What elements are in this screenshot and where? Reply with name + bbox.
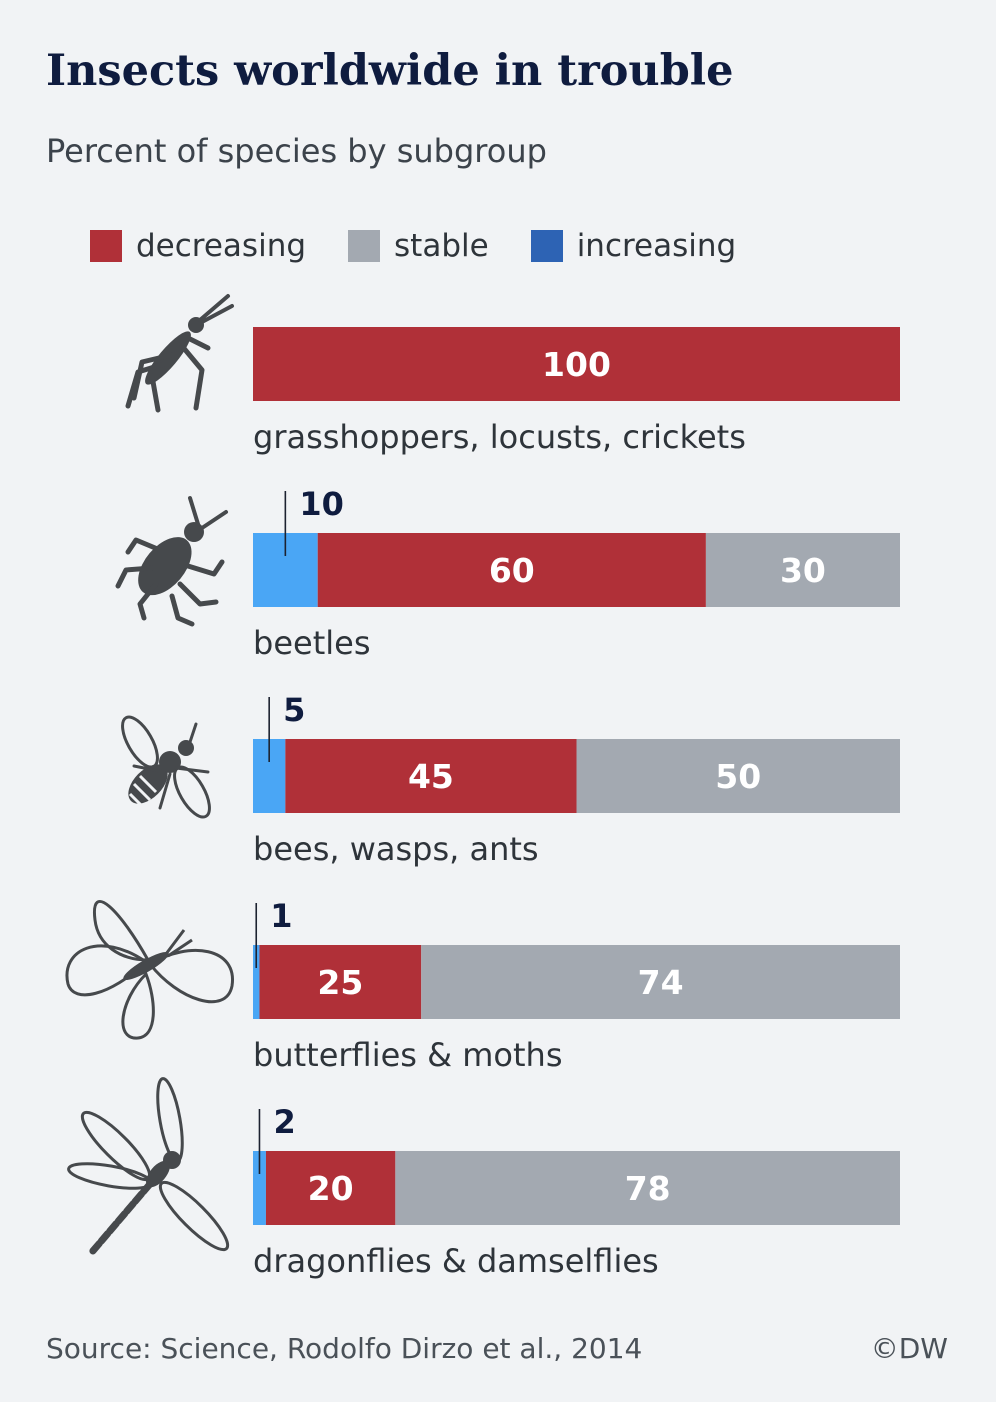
icon-tail <box>88 1180 154 1256</box>
icon-head <box>178 740 194 756</box>
data-label-stable: 74 <box>638 963 684 1002</box>
icon-wing <box>65 944 149 997</box>
icon-wing <box>147 949 234 1004</box>
legend: decreasing stable increasing <box>90 228 736 264</box>
legend-label-stable: stable <box>394 228 489 264</box>
bar-stable <box>705 533 900 607</box>
category-label: bees, wasps, ants <box>253 830 539 868</box>
icon-antennae <box>198 294 234 324</box>
bar-decreasing <box>259 945 422 1019</box>
bar-decreasing <box>317 533 706 607</box>
category-label: dragonflies & damselflies <box>253 1242 659 1280</box>
legend-label-increasing: increasing <box>576 228 737 264</box>
data-label-decreasing: 60 <box>489 551 535 590</box>
legend-item-decreasing: decreasing <box>90 228 306 264</box>
legend-item-stable: stable <box>348 228 489 264</box>
dragonfly-icon <box>67 1077 230 1256</box>
bar-decreasing <box>285 739 577 813</box>
bee-icon <box>121 715 211 819</box>
legend-swatch-decreasing <box>90 230 122 262</box>
legend-swatch-stable <box>348 230 381 262</box>
data-label-increasing: 2 <box>273 1103 295 1141</box>
chart-subtitle: Percent of species by subgroup <box>46 132 547 170</box>
bar-decreasing <box>265 1151 396 1225</box>
data-label-increasing: 10 <box>299 485 344 523</box>
data-label-decreasing: 100 <box>542 345 611 384</box>
category-label: butterflies & moths <box>253 1036 562 1074</box>
bar-stable <box>395 1151 900 1225</box>
icon-legs <box>125 335 211 413</box>
bar-stable <box>576 739 900 813</box>
data-label-decreasing: 20 <box>308 1169 354 1208</box>
icon-legs <box>115 537 225 627</box>
grasshopper-icon <box>125 294 234 413</box>
icon-head <box>184 522 204 542</box>
credit: ©DW <box>870 1332 948 1365</box>
data-label-decreasing: 25 <box>317 963 363 1002</box>
icon-legs <box>132 722 210 810</box>
bar-stable <box>421 945 900 1019</box>
data-label-increasing: 1 <box>270 897 292 935</box>
icon-wing <box>121 715 159 769</box>
icon-wing <box>67 1162 153 1190</box>
legend-label-decreasing: decreasing <box>136 228 307 264</box>
beetle-icon <box>115 496 228 627</box>
icon-body <box>138 537 192 596</box>
source-note: Source: Science, Rodolfo Dirzo et al., 2… <box>46 1332 643 1365</box>
bar-increasing <box>253 945 260 1019</box>
legend-swatch-increasing <box>530 230 563 262</box>
icon-head <box>163 1151 181 1169</box>
butterfly-icon <box>65 900 234 1040</box>
bar-increasing <box>253 1151 266 1225</box>
category-label: grasshoppers, locusts, crickets <box>253 418 746 456</box>
icon-body <box>123 952 169 980</box>
icon-thorax <box>146 1160 170 1188</box>
icon-wing <box>158 1180 230 1252</box>
data-label-increasing: 5 <box>283 691 305 729</box>
category-label: beetles <box>253 624 370 662</box>
data-label-stable: 50 <box>715 757 761 796</box>
icon-antennae <box>164 929 193 958</box>
icon-antennae <box>188 496 228 530</box>
data-label-decreasing: 45 <box>408 757 454 796</box>
icon-wing <box>92 900 151 962</box>
data-label-stable: 78 <box>625 1169 671 1208</box>
icon-stripes <box>128 774 158 808</box>
chart-title: Insects worldwide in trouble <box>46 46 734 96</box>
data-label-stable: 30 <box>780 551 826 590</box>
legend-item-increasing: increasing <box>530 228 737 264</box>
bar-decreasing <box>253 327 900 401</box>
icon-wing <box>121 971 155 1040</box>
icon-wing <box>156 1077 184 1163</box>
